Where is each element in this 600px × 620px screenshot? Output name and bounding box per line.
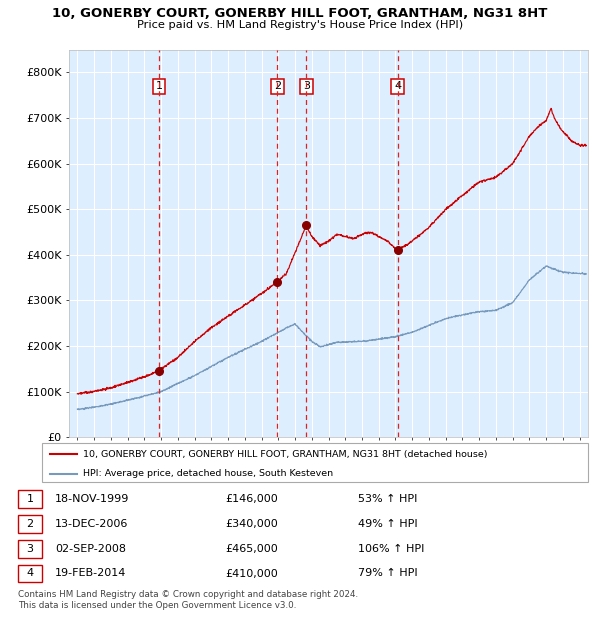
Text: 02-SEP-2008: 02-SEP-2008 — [55, 544, 126, 554]
Bar — [18, 565, 42, 582]
Text: 3: 3 — [303, 81, 310, 91]
Bar — [18, 490, 42, 508]
Text: Contains HM Land Registry data © Crown copyright and database right 2024.
This d: Contains HM Land Registry data © Crown c… — [18, 590, 358, 609]
Text: £340,000: £340,000 — [225, 519, 278, 529]
Text: 1: 1 — [26, 494, 34, 504]
Text: 3: 3 — [26, 544, 34, 554]
Text: 18-NOV-1999: 18-NOV-1999 — [55, 494, 130, 504]
Text: 13-DEC-2006: 13-DEC-2006 — [55, 519, 128, 529]
Text: 2: 2 — [274, 81, 281, 91]
Text: £465,000: £465,000 — [225, 544, 278, 554]
Text: 79% ↑ HPI: 79% ↑ HPI — [358, 569, 417, 578]
Bar — [18, 540, 42, 557]
Text: 19-FEB-2014: 19-FEB-2014 — [55, 569, 127, 578]
Text: Price paid vs. HM Land Registry's House Price Index (HPI): Price paid vs. HM Land Registry's House … — [137, 20, 463, 30]
Text: HPI: Average price, detached house, South Kesteven: HPI: Average price, detached house, Sout… — [83, 469, 333, 478]
Bar — [18, 515, 42, 533]
Text: £146,000: £146,000 — [225, 494, 278, 504]
Text: 1: 1 — [155, 81, 163, 91]
Text: 10, GONERBY COURT, GONERBY HILL FOOT, GRANTHAM, NG31 8HT: 10, GONERBY COURT, GONERBY HILL FOOT, GR… — [52, 7, 548, 20]
Text: 49% ↑ HPI: 49% ↑ HPI — [358, 519, 417, 529]
Text: 2: 2 — [26, 519, 34, 529]
Text: 53% ↑ HPI: 53% ↑ HPI — [358, 494, 417, 504]
Text: 4: 4 — [394, 81, 401, 91]
Text: 10, GONERBY COURT, GONERBY HILL FOOT, GRANTHAM, NG31 8HT (detached house): 10, GONERBY COURT, GONERBY HILL FOOT, GR… — [83, 450, 487, 459]
Text: 4: 4 — [26, 569, 34, 578]
Text: 106% ↑ HPI: 106% ↑ HPI — [358, 544, 424, 554]
Text: £410,000: £410,000 — [225, 569, 278, 578]
